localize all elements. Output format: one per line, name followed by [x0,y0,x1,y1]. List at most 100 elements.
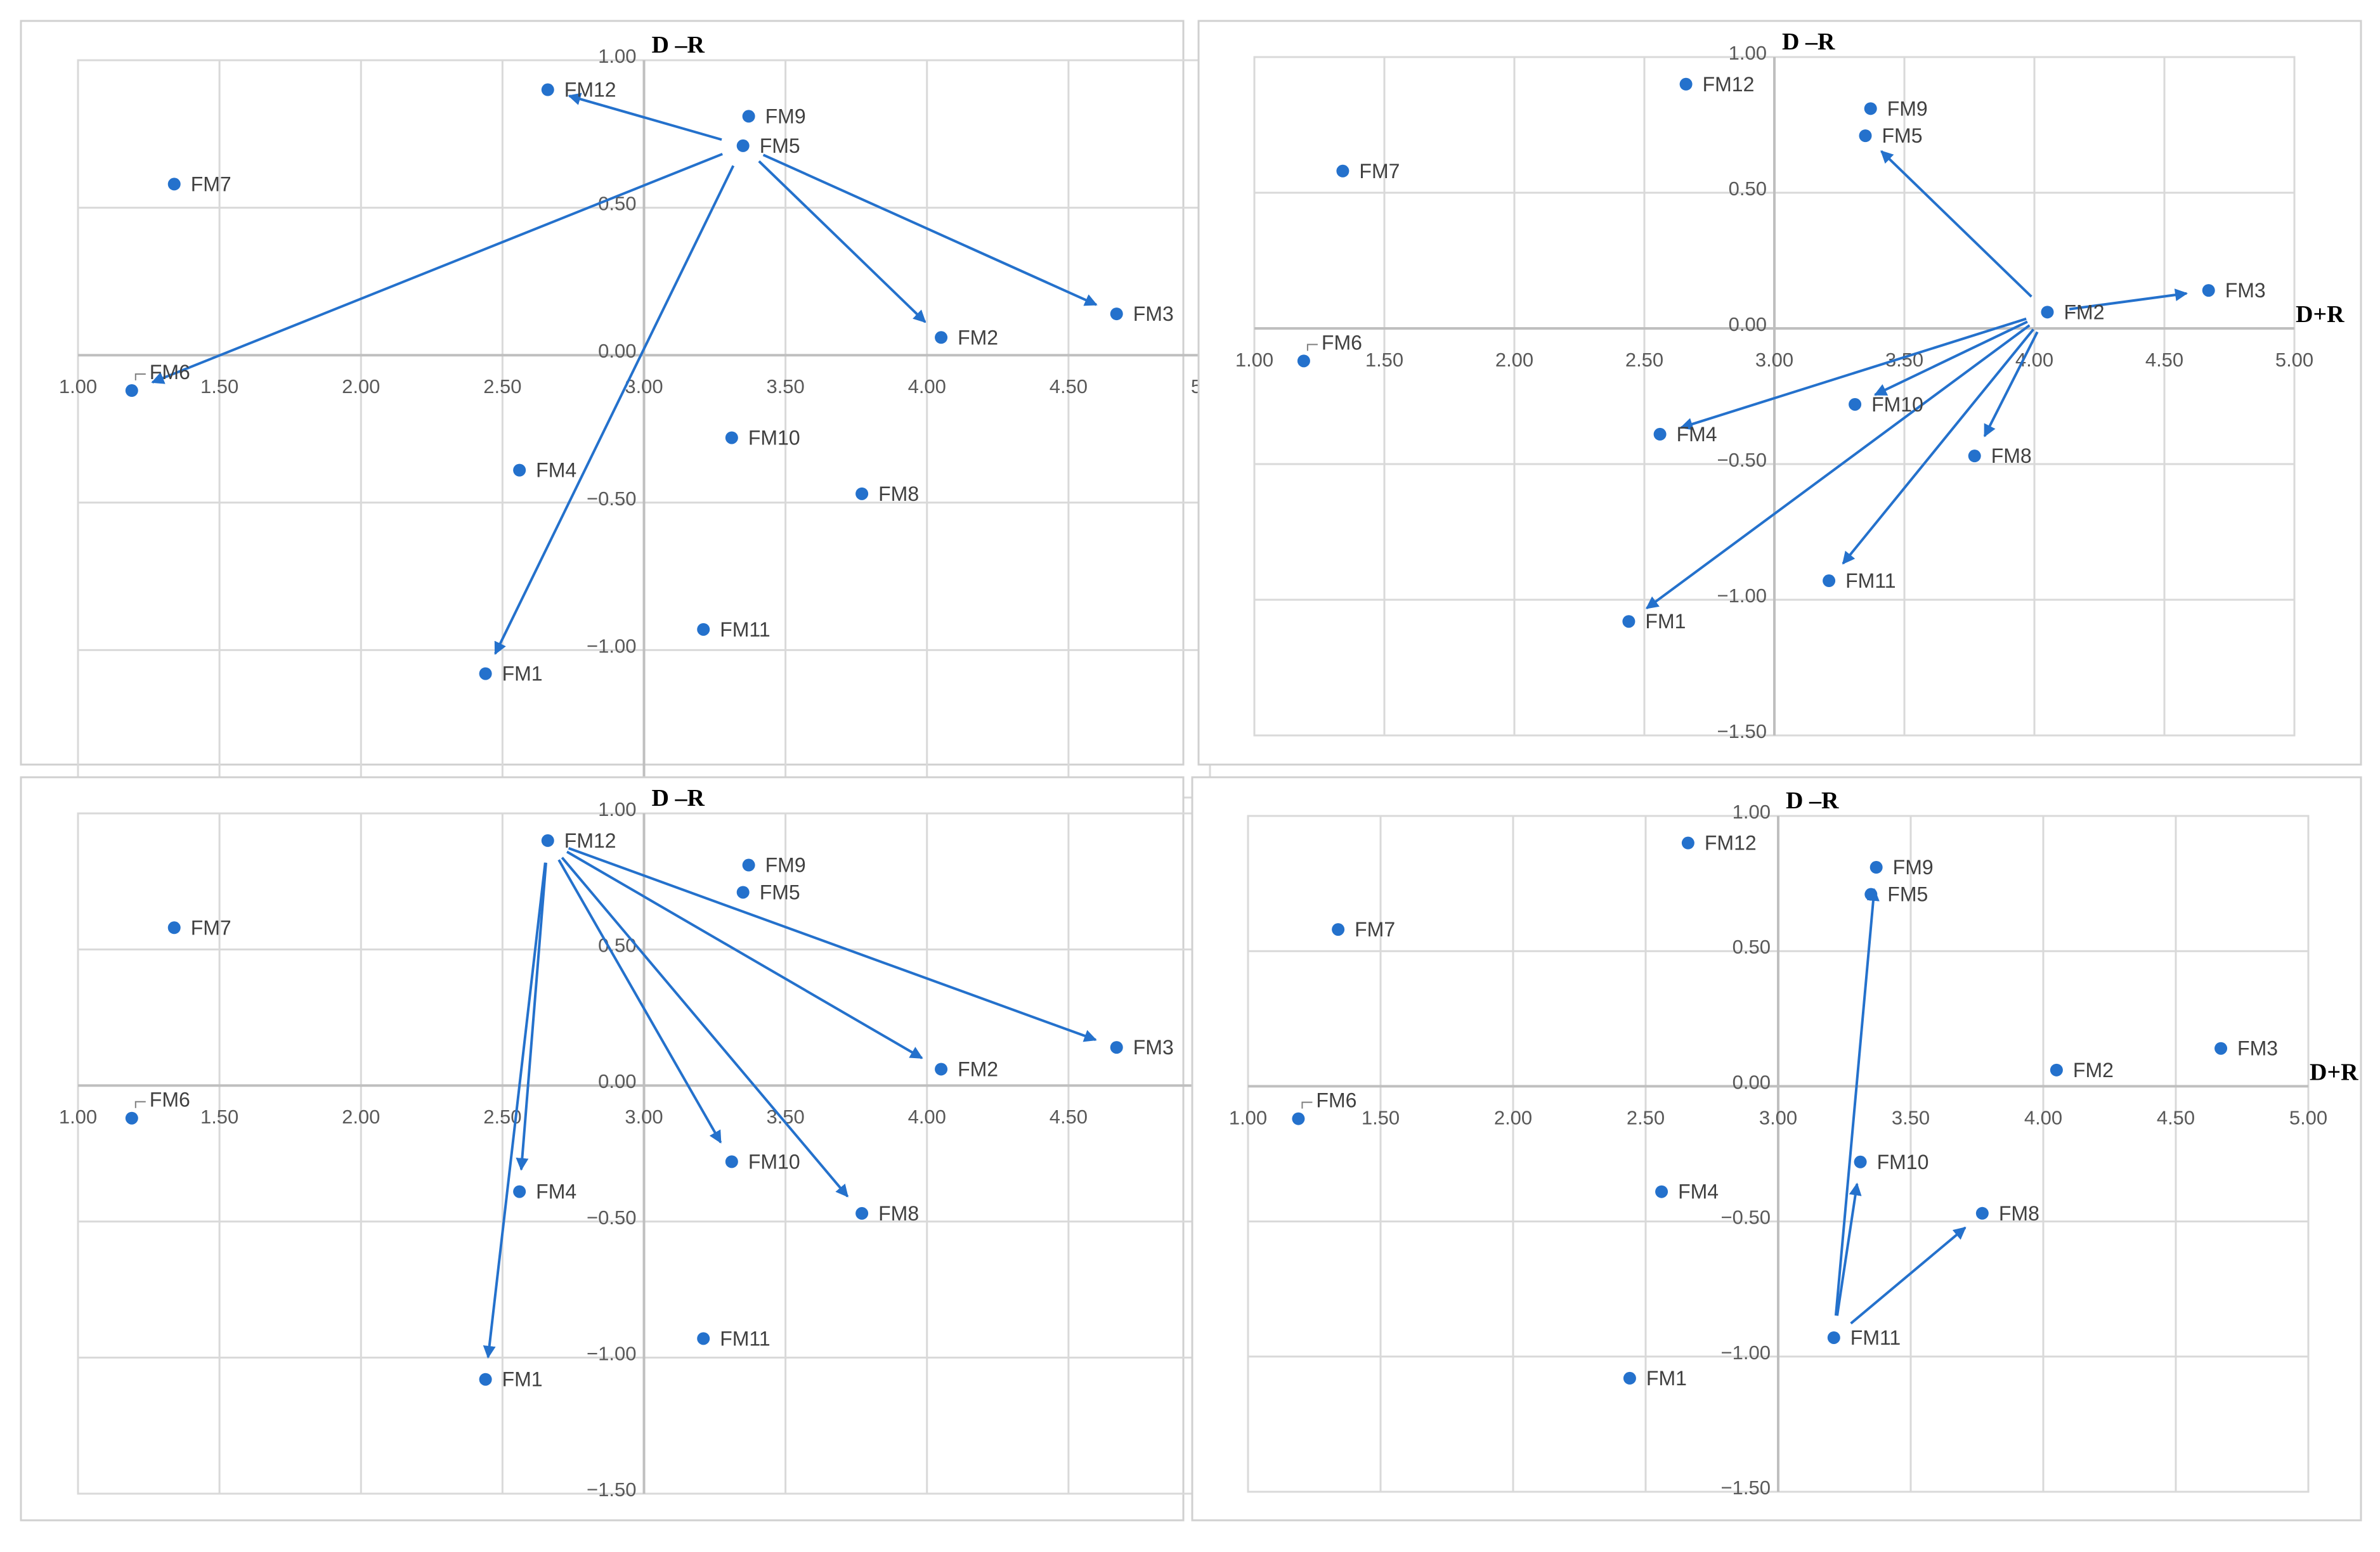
point-FM7 [167,178,181,191]
point-FM8 [855,1206,869,1220]
y-axis-title: D –R [652,785,705,812]
arrow-FM5-to-FM2 [758,160,927,323]
point-FM9 [742,858,755,872]
point-label-FM4: FM4 [1677,423,1717,446]
point-FM2 [935,331,948,344]
arrow-FM12-to-FM3 [568,847,1097,1042]
x-tick-label: 1.00 [1229,1106,1267,1128]
arrow-FM12-to-FM10 [557,859,722,1144]
point-FM2 [2041,306,2054,319]
y-tick-label: −1.50 [587,1478,636,1501]
point-label-FM8: FM8 [878,482,919,505]
x-tick-label: 1.00 [1235,349,1273,371]
point-FM5 [736,139,750,152]
point-FM10 [725,431,738,444]
arrow-FM2-to-FM11 [1842,328,2034,565]
point-FM10 [725,1155,738,1168]
arrow-FM5-to-FM3 [762,153,1098,306]
point-FM6 [125,384,138,398]
point-FM12 [541,834,554,847]
point-FM9 [1870,861,1883,874]
point-FM1 [1622,615,1635,628]
point-FM1 [479,1373,492,1386]
point-label-FM11: FM11 [1850,1326,1901,1349]
point-label-FM9: FM9 [765,854,806,877]
point-FM1 [1623,1371,1636,1385]
point-label-FM7: FM7 [191,916,231,939]
x-tick-label: 2.00 [1494,1106,1532,1128]
arrow-FM2-to-FM8 [1983,331,2039,437]
point-label-FM10: FM10 [1871,393,1923,416]
point-FM6 [1297,354,1310,368]
y-tick-label: −0.50 [1721,1206,1771,1229]
y-tick-label: −1.00 [1717,585,1767,607]
leader-line-FM6 [1306,344,1318,351]
arrow-FM5-to-FM6 [151,153,723,384]
point-FM6 [125,1111,138,1125]
x-tick-label: 2.00 [1495,349,1533,371]
arrow-FM2-to-FM5 [1880,150,2032,298]
x-tick-label: 3.50 [1892,1106,1930,1128]
point-label-FM12: FM12 [564,829,616,852]
point-label-FM2: FM2 [2073,1059,2114,1082]
arrow-FM12-to-FM4 [516,862,547,1171]
arrow-FM2-to-FM3 [2069,288,2188,311]
y-tick-label: −1.00 [1721,1342,1771,1364]
arrow-FM5-to-FM1 [494,165,735,655]
point-label-FM2: FM2 [958,326,998,349]
point-FM12 [1679,77,1693,91]
leader-line-FM6 [1301,1101,1313,1109]
point-label-FM10: FM10 [748,1150,800,1173]
x-tick-label: 1.50 [200,375,238,398]
y-axis-title: D –R [1786,787,1839,814]
point-FM4 [1655,1185,1668,1198]
y-tick-label: 1.00 [1733,801,1771,823]
x-axis-title: D+R [2296,301,2344,328]
point-FM11 [1827,1331,1840,1344]
x-tick-label: 3.00 [1759,1106,1797,1128]
point-label-FM11: FM11 [720,1327,770,1350]
y-tick-label: 0.50 [1733,936,1771,958]
panel-frame [1191,776,2362,1522]
point-label-FM3: FM3 [2225,279,2266,302]
arrow-FM5-to-FM12 [568,93,722,141]
x-tick-label: 3.00 [625,1106,663,1128]
point-label-FM5: FM5 [760,134,800,157]
point-FM3 [2214,1042,2228,1055]
chart-panel-top-right: 1.00 1.50 2.00 2.50 3.00 3.50 4.00 4.50 5.001.00… [1197,20,2362,766]
arrow-FM11-to-FM10 [1836,1182,1862,1316]
point-label-FM9: FM9 [1887,97,1928,120]
point-FM9 [742,110,755,123]
y-tick-label: 0.50 [1729,178,1767,200]
point-FM4 [1653,427,1667,441]
x-tick-label: 4.50 [2145,349,2183,371]
x-tick-label: 2.50 [483,375,521,398]
point-label-FM7: FM7 [1355,918,1395,941]
point-label-FM4: FM4 [536,459,576,482]
point-FM12 [541,83,554,96]
point-label-FM8: FM8 [1991,444,2032,467]
point-FM4 [513,463,526,477]
panel-frame [1197,20,2362,766]
y-tick-label: 0.00 [598,340,636,362]
point-FM7 [1332,923,1345,936]
point-label-FM6: FM6 [150,361,190,384]
point-label-FM9: FM9 [765,105,806,127]
y-tick-label: 1.00 [1729,42,1767,64]
y-tick-label: 1.00 [598,798,636,820]
y-tick-label: −1.50 [1721,1477,1771,1499]
point-label-FM2: FM2 [2064,301,2105,323]
y-tick-label: −0.50 [1717,449,1767,471]
x-tick-label: 2.50 [1627,1106,1665,1128]
point-label-FM11: FM11 [1845,569,1896,592]
panel-frame [20,776,1185,1522]
point-label-FM6: FM6 [1316,1089,1356,1112]
y-axis-title: D –R [1782,29,1835,55]
y-tick-label: −0.50 [587,1206,636,1229]
x-tick-label: 3.00 [625,375,663,398]
arrow-FM12-to-FM2 [566,850,923,1059]
point-label-FM12: FM12 [1703,73,1755,96]
y-tick-label: 1.00 [598,45,636,67]
point-label-FM7: FM7 [1359,160,1400,183]
